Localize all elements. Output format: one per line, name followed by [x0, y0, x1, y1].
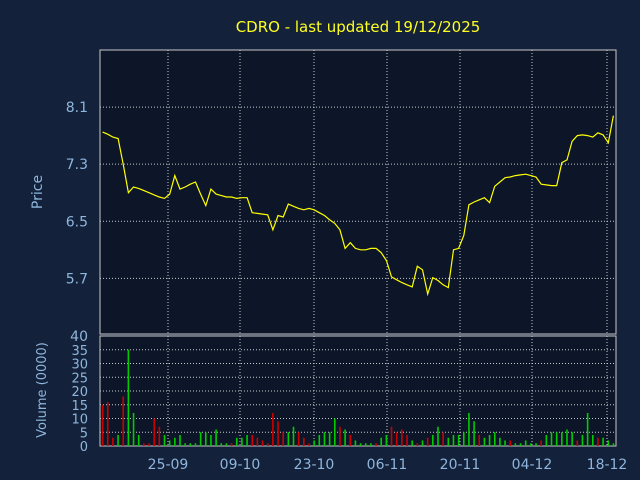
price-y-axis: 8.1 7.3 6.5 5.7 [66, 100, 88, 287]
price-grid [100, 50, 616, 334]
volume-y-tick-label: 25 [71, 371, 88, 386]
x-tick-label: 04-12 [512, 457, 553, 473]
volume-bars [101, 349, 615, 446]
x-tick-label: 09-10 [220, 457, 261, 473]
price-y-tick-label: 6.5 [66, 214, 88, 230]
x-tick-label: 25-09 [148, 457, 189, 473]
price-axis-label: Price [30, 175, 46, 209]
chart-title: CDRO - last updated 19/12/2025 [236, 18, 481, 36]
price-y-tick-label: 5.7 [66, 271, 88, 287]
volume-y-tick-label: 30 [71, 358, 88, 373]
volume-y-tick-label: 0 [80, 440, 88, 455]
volume-y-tick-label: 35 [71, 344, 88, 359]
volume-axis-label: Volume (0000) [35, 342, 50, 438]
price-y-tick-label: 7.3 [66, 157, 88, 173]
volume-y-tick-label: 20 [71, 385, 88, 400]
price-y-tick-label: 8.1 [66, 100, 88, 116]
x-tick-label: 18-12 [587, 457, 628, 473]
volume-y-tick-label: 10 [71, 413, 88, 428]
price-series-line [102, 115, 614, 297]
volume-grid [100, 336, 616, 446]
x-axis: 25-09 09-10 23-10 06-11 20-11 04-12 18-12 [148, 457, 628, 473]
volume-y-tick-label: 15 [71, 399, 88, 414]
volume-y-tick-label: 40 [70, 329, 88, 345]
volume-y-tick-label: 5 [80, 426, 88, 441]
x-tick-label: 06-11 [367, 457, 408, 473]
x-tick-label: 23-10 [294, 457, 335, 473]
price-plot-area [99, 49, 617, 335]
x-tick-label: 20-11 [440, 457, 481, 473]
